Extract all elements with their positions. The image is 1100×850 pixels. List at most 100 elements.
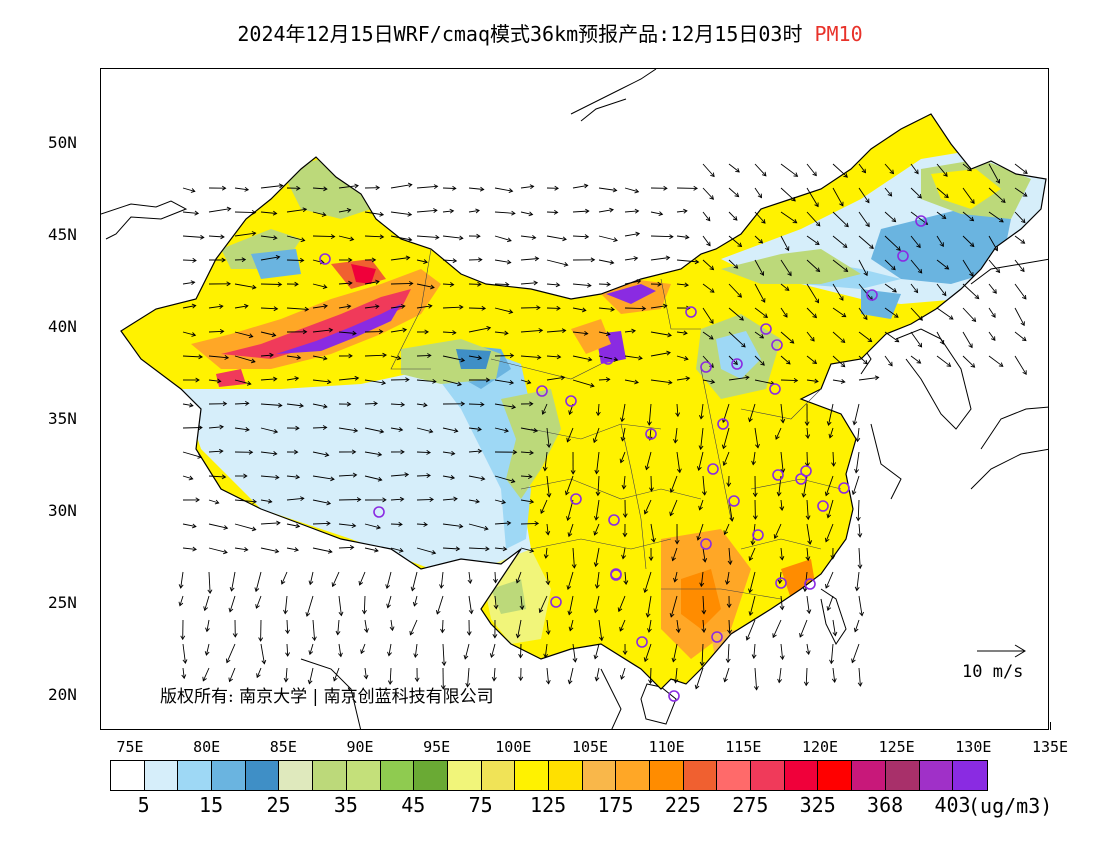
wind-arrowhead xyxy=(294,547,299,552)
wind-arrow xyxy=(778,667,782,683)
station-circle-marker xyxy=(866,289,878,301)
wind-arrow xyxy=(260,235,277,239)
wind-arrowhead xyxy=(917,268,923,274)
station-circle-marker xyxy=(795,473,807,485)
y-tick-label: 30N xyxy=(48,501,77,520)
station-circle-marker xyxy=(707,463,719,475)
wind-arrowhead xyxy=(293,449,299,455)
wind-arrowhead xyxy=(621,484,627,490)
wind-arrowhead xyxy=(271,332,277,338)
wind-arrowhead xyxy=(414,677,420,683)
wind-arrow xyxy=(806,283,819,303)
wind-arrowhead xyxy=(379,428,385,434)
wind-arrow xyxy=(598,259,614,264)
wind-arrow xyxy=(363,595,366,614)
wind-arrow xyxy=(728,187,739,197)
wind-arrowhead xyxy=(939,242,944,248)
wind-arrowhead xyxy=(851,490,857,496)
wind-arrowhead xyxy=(750,540,756,546)
wind-arrowhead xyxy=(466,631,472,636)
wind-arrow xyxy=(260,307,278,310)
wind-arrowhead xyxy=(609,259,615,265)
wind-arrowhead xyxy=(322,284,328,290)
wind-arrow xyxy=(702,619,705,633)
x-tick-label: 75E xyxy=(116,738,144,756)
wind-arrow xyxy=(936,211,946,219)
wind-arrowhead xyxy=(676,468,682,474)
wind-arrowhead xyxy=(855,437,861,443)
wind-arrowhead xyxy=(760,361,765,366)
wind-arrow xyxy=(702,259,714,270)
wind-arrow xyxy=(234,427,250,431)
wind-arrow xyxy=(572,355,592,361)
wind-arrow xyxy=(806,259,820,272)
wind-arrow xyxy=(988,355,1004,367)
wind-arrow xyxy=(542,403,548,415)
wind-arrowhead xyxy=(662,303,668,309)
wind-arrowhead xyxy=(840,338,846,343)
wind-arrowhead xyxy=(241,257,247,263)
legend-swatch xyxy=(548,761,583,790)
wind-arrowhead xyxy=(283,677,289,683)
station-circle-marker xyxy=(550,596,562,608)
wind-arrowhead xyxy=(869,244,874,249)
station-circle-marker xyxy=(602,353,614,365)
wind-arrow xyxy=(572,379,595,387)
wind-arrowhead xyxy=(814,202,819,208)
wind-arrow xyxy=(598,331,610,335)
wind-arrowhead xyxy=(991,313,996,318)
wind-arrowhead xyxy=(398,521,403,527)
wind-arrow xyxy=(338,185,359,189)
wind-arrowhead xyxy=(969,242,975,248)
legend-swatch xyxy=(650,761,684,790)
wind-arrowhead xyxy=(724,580,730,585)
legend-swatch xyxy=(111,761,145,790)
wind-arrowhead xyxy=(572,658,578,663)
wind-arrow xyxy=(853,403,860,425)
wind-arrow xyxy=(182,667,185,679)
legend-swatch xyxy=(683,761,718,790)
wind-arrow xyxy=(409,619,418,635)
wind-arrow xyxy=(1014,211,1026,223)
wind-arrow xyxy=(728,619,731,634)
wind-arrow xyxy=(182,305,196,309)
wind-arrow xyxy=(700,403,704,419)
wind-arrowhead xyxy=(453,496,458,502)
wind-arrowhead xyxy=(683,355,689,361)
wind-arrowhead xyxy=(512,449,518,455)
wind-arrow xyxy=(312,355,327,360)
wind-arrow xyxy=(468,403,484,406)
wind-arrow xyxy=(286,403,304,407)
x-tick-label: 85E xyxy=(269,738,297,756)
wind-arrowhead xyxy=(296,185,301,191)
wind-arrow xyxy=(180,571,184,589)
wind-arrow xyxy=(312,187,327,190)
wind-arrowhead xyxy=(619,458,625,464)
wind-arrow xyxy=(962,235,975,247)
wind-arrowhead xyxy=(622,532,628,538)
wind-arrowhead xyxy=(748,611,754,617)
wind-arrow xyxy=(390,257,410,261)
wind-arrow xyxy=(988,307,996,318)
wind-arrowhead xyxy=(351,523,357,529)
station-circle-marker xyxy=(668,690,680,702)
wind-arrow xyxy=(234,499,257,503)
wind-arrow xyxy=(858,163,866,173)
wind-arrowhead xyxy=(504,330,509,336)
wind-arrow xyxy=(749,595,756,616)
wind-arrowhead xyxy=(633,256,639,261)
wind-arrowhead xyxy=(398,547,404,553)
wind-arrowhead xyxy=(861,168,867,174)
wind-arrow xyxy=(206,619,210,632)
wind-arrow xyxy=(806,355,817,364)
wind-arrowhead xyxy=(587,282,592,288)
wind-arrowhead xyxy=(506,520,512,526)
wind-arrow xyxy=(229,667,236,682)
wind-arrowhead xyxy=(647,628,652,633)
wind-arrowhead xyxy=(804,421,810,427)
wind-arrowhead xyxy=(203,606,209,612)
wind-arrow xyxy=(468,475,485,480)
wind-arrow xyxy=(390,355,401,360)
wind-arrowhead xyxy=(851,658,856,664)
wind-arrow xyxy=(234,355,256,363)
